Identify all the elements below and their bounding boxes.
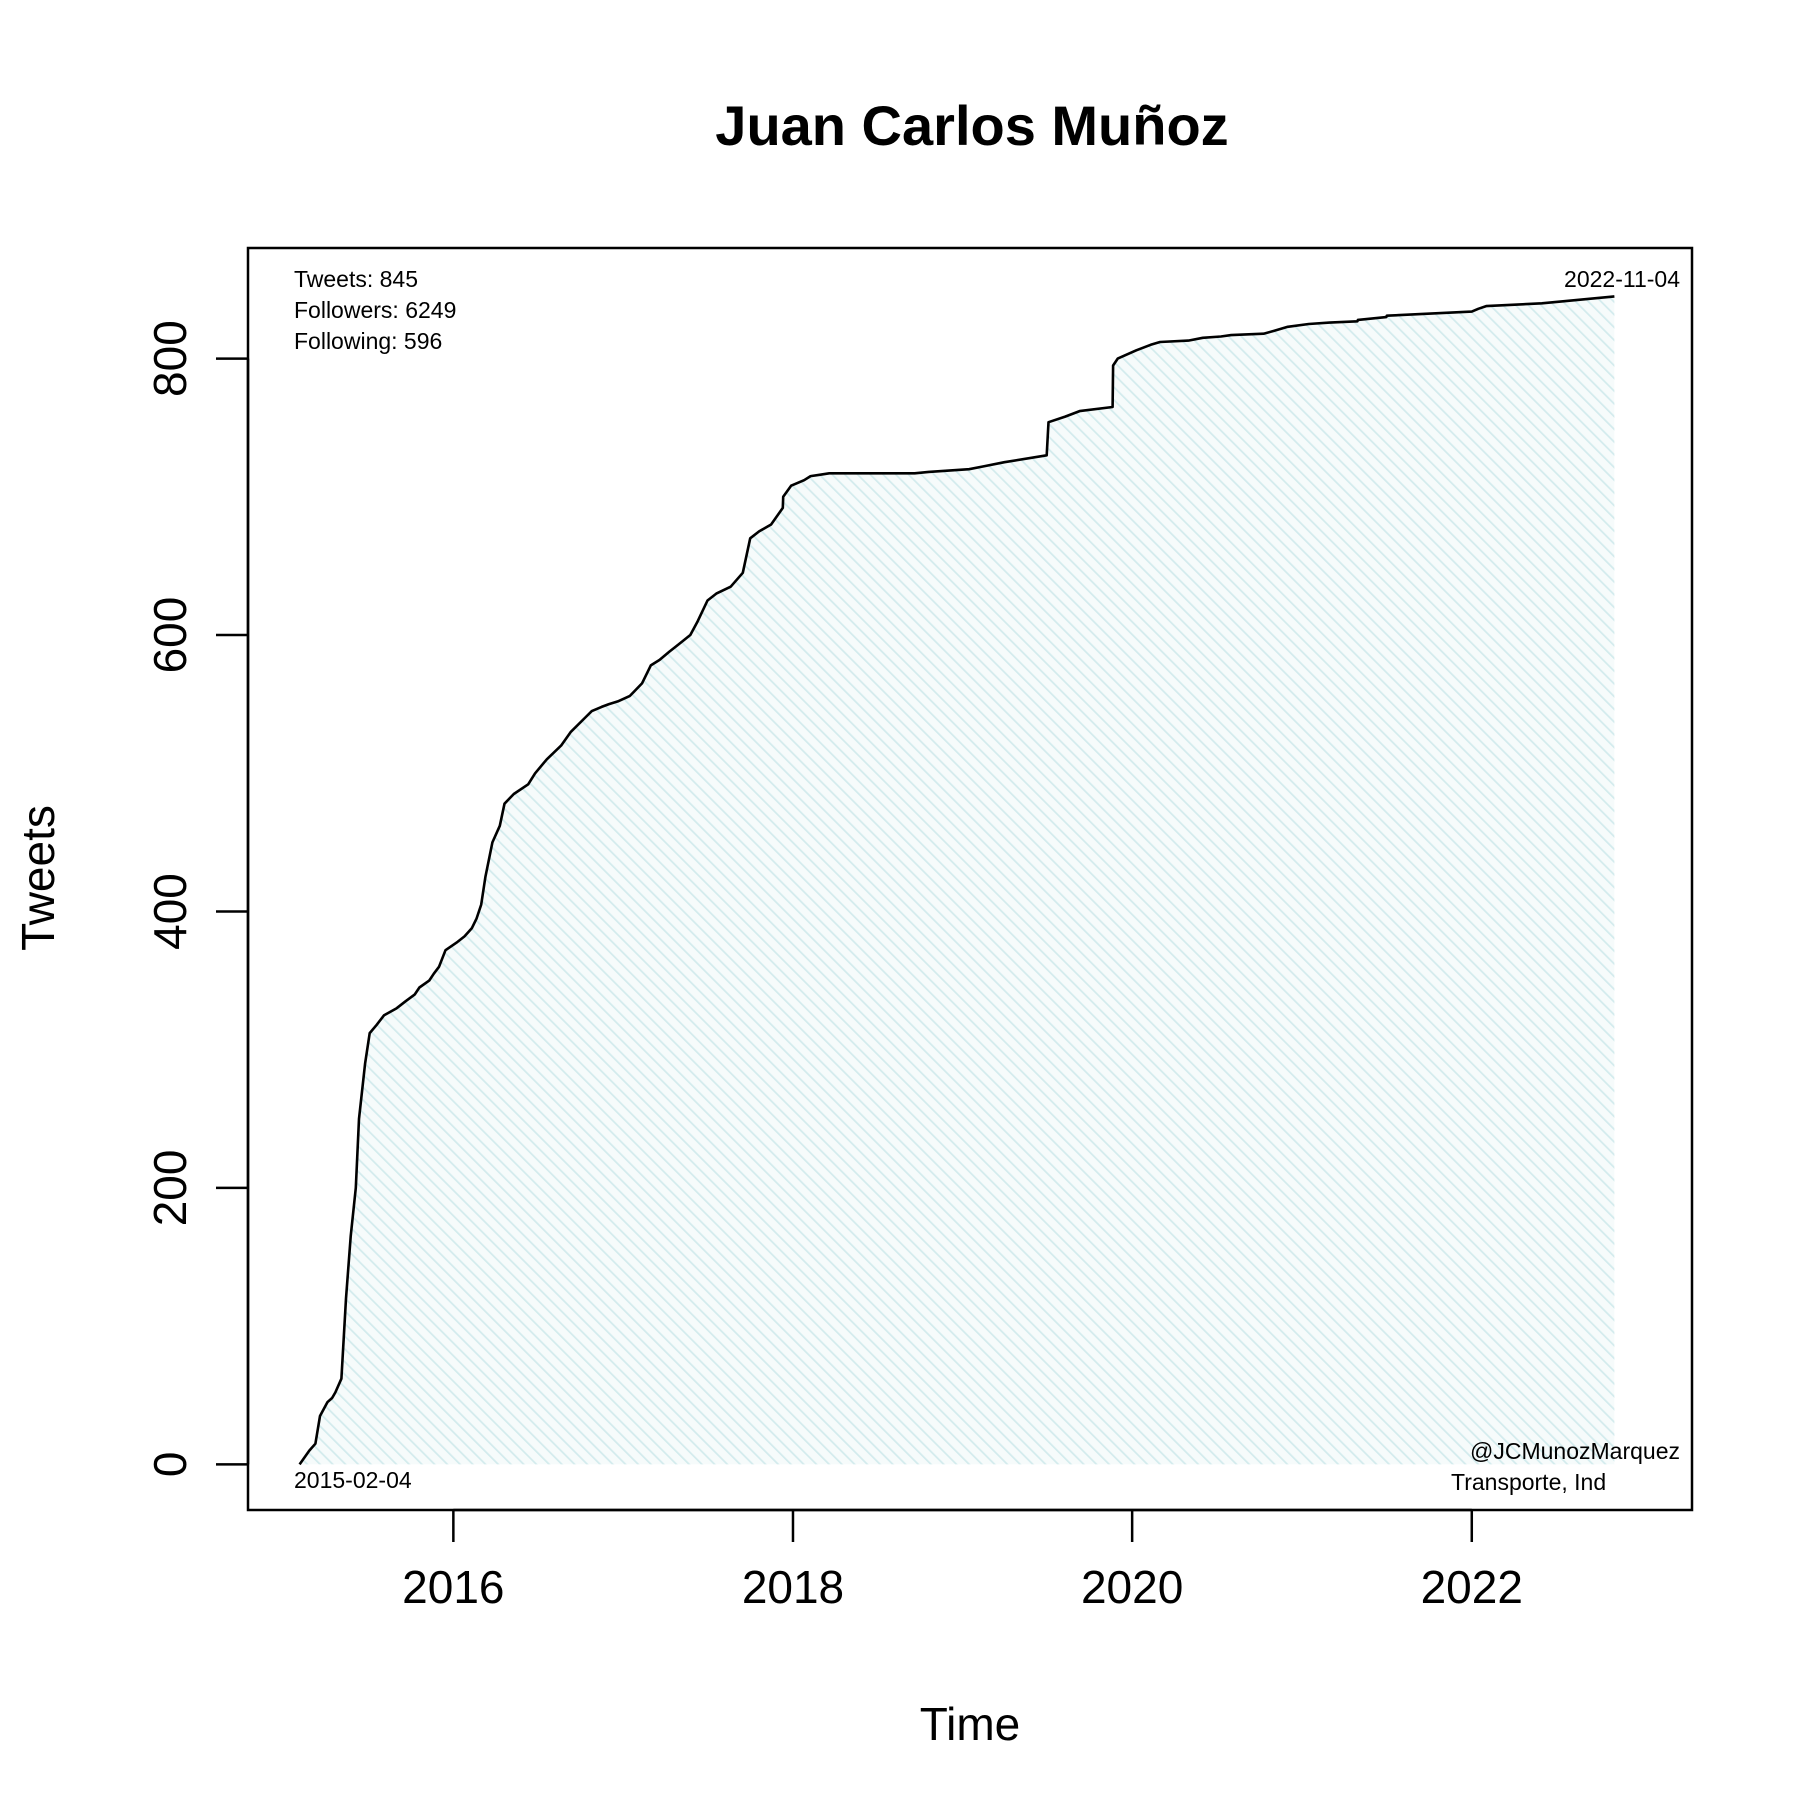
y-tick-label: 800 [144,320,196,397]
y-tick-label: 0 [144,1452,196,1478]
x-tick-label: 2018 [742,1561,844,1613]
x-axis-label: Time [920,1698,1021,1750]
x-tick-label: 2020 [1081,1561,1183,1613]
y-tick-label: 600 [144,597,196,674]
stat-followers: Followers: 6249 [294,297,456,323]
account-category: Transporte, Ind [1451,1469,1606,1495]
x-tick-label: 2022 [1421,1561,1523,1613]
y-tick-label: 200 [144,1150,196,1227]
x-axis: 2016 2018 2020 2022 [402,1508,1523,1613]
x-tick-label: 2016 [402,1561,504,1613]
plot-layer [298,295,1615,1466]
y-axis-label: Tweets [12,805,64,951]
chart-title: Juan Carlos Muñoz [715,94,1228,157]
account-handle: @JCMunozMarquez [1470,1438,1680,1464]
series-area [299,296,1615,1465]
series-line [298,295,1615,1466]
end-date-label: 2022-11-04 [1564,266,1680,292]
stat-tweets: Tweets: 845 [294,266,418,292]
y-tick-label: 400 [144,873,196,950]
stat-following: Following: 596 [294,328,442,354]
start-date-label: 2015-02-04 [294,1467,412,1493]
y-axis: 0 200 400 600 800 [144,320,250,1478]
